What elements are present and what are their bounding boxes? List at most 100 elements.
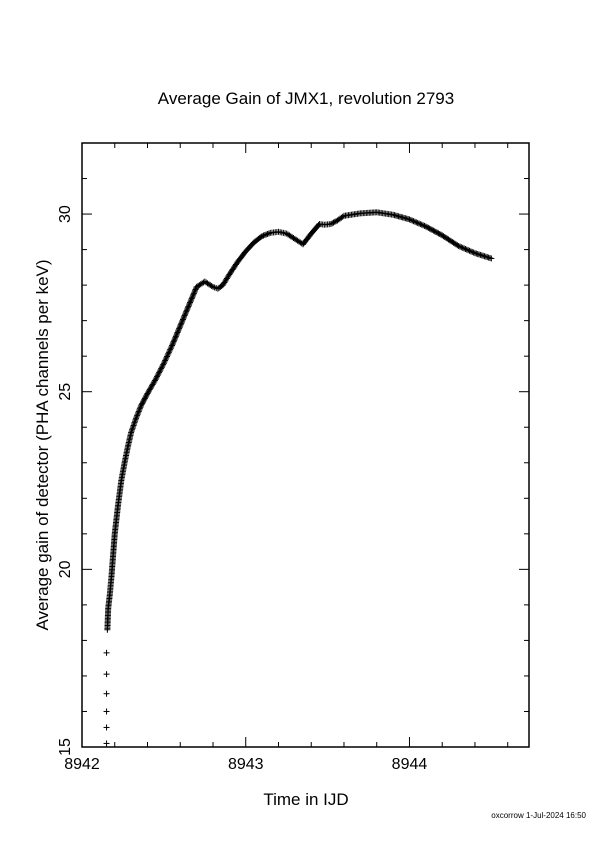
data-point <box>183 308 190 315</box>
data-point <box>173 332 180 339</box>
data-point <box>182 311 189 318</box>
data-point <box>188 295 195 302</box>
data-point <box>127 430 134 437</box>
data-point <box>240 250 247 257</box>
data-point <box>466 247 473 254</box>
data-point <box>134 411 141 418</box>
data-point <box>167 345 174 352</box>
data-point <box>148 384 155 391</box>
data-point <box>178 320 185 327</box>
data-point <box>175 328 182 335</box>
data-point <box>143 392 150 399</box>
data-point <box>420 222 427 229</box>
data-point <box>257 234 264 241</box>
data-point <box>467 248 474 255</box>
data-point <box>179 317 186 324</box>
data-point <box>199 280 206 287</box>
data-point <box>181 313 188 320</box>
data-point <box>422 223 429 230</box>
data-point <box>186 300 193 307</box>
data-point <box>232 261 239 268</box>
data-point <box>431 228 438 235</box>
data-point <box>456 243 463 250</box>
data-point <box>145 389 152 396</box>
data-point <box>103 690 110 697</box>
data-point <box>315 222 322 229</box>
data-point <box>159 362 166 369</box>
data-point <box>434 229 441 236</box>
data-point <box>167 346 174 353</box>
data-point <box>331 218 338 225</box>
data-point <box>187 299 194 306</box>
data-point <box>173 330 180 337</box>
data-point <box>172 333 179 340</box>
data-point <box>465 247 472 254</box>
data-point <box>169 342 176 349</box>
data-point <box>314 223 321 230</box>
data-point <box>264 230 271 237</box>
data-point <box>149 381 156 388</box>
data-point <box>414 219 421 226</box>
data-point <box>170 338 177 345</box>
data-point <box>103 649 110 656</box>
data-point <box>170 339 177 346</box>
data-point <box>171 336 178 343</box>
data-point <box>169 341 176 348</box>
data-point <box>175 326 182 333</box>
data-point <box>168 343 175 350</box>
data-point <box>462 245 469 252</box>
data-point <box>388 211 395 218</box>
plot-frame <box>81 142 530 748</box>
data-point <box>427 226 434 233</box>
data-point <box>410 218 417 225</box>
data-point <box>132 416 139 423</box>
data-point <box>418 221 425 228</box>
data-point <box>187 298 194 305</box>
data-point <box>453 241 460 248</box>
data-point <box>417 221 424 228</box>
data-point <box>421 222 428 229</box>
data-point <box>469 248 476 255</box>
axis-ticks <box>81 142 529 748</box>
data-point <box>248 241 255 248</box>
data-point <box>151 377 158 384</box>
data-point <box>409 217 416 224</box>
data-point <box>160 361 167 368</box>
data-point <box>297 239 304 246</box>
data-point <box>184 306 191 313</box>
data-point <box>326 221 333 228</box>
data-point <box>183 307 190 314</box>
data-point <box>135 409 142 416</box>
data-point <box>189 294 196 301</box>
data-point <box>182 309 189 316</box>
data-point <box>190 290 197 297</box>
data-point <box>177 322 184 329</box>
data-point <box>461 245 468 252</box>
data-point <box>263 231 270 238</box>
data-point <box>160 360 167 367</box>
data-point <box>185 302 192 309</box>
data-point <box>164 352 171 359</box>
data-point <box>178 319 185 326</box>
x-axis-label: Time in IJD <box>263 790 348 809</box>
data-point <box>155 370 162 377</box>
data-point <box>148 382 155 389</box>
data-point <box>413 219 420 226</box>
data-point <box>156 368 163 375</box>
data-point <box>174 329 181 336</box>
footer-stamp: oxcorrow 1-Jul-2024 16:50 <box>491 811 586 820</box>
data-point <box>405 216 412 223</box>
data-point <box>191 287 198 294</box>
data-point <box>147 385 154 392</box>
data-point <box>463 246 470 253</box>
data-point <box>150 380 157 387</box>
data-point <box>338 214 345 221</box>
data-point <box>158 365 165 372</box>
data-point <box>470 249 477 256</box>
data-point <box>162 357 169 364</box>
data-point <box>265 230 272 237</box>
data-point <box>181 312 188 319</box>
data-point <box>192 286 199 293</box>
data-point <box>184 304 191 311</box>
